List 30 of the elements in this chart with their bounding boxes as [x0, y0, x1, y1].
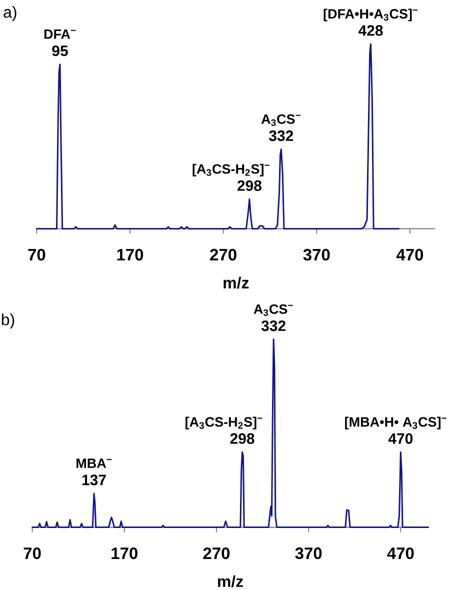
chart-title: b)	[2, 314, 14, 328]
x-tick-label: 370	[303, 248, 330, 261]
annotation: 332	[261, 320, 286, 332]
x-tick-label: 170	[117, 248, 144, 261]
annotation: 137	[82, 474, 106, 486]
chart-title: a)	[4, 6, 16, 21]
annotation: 470	[388, 433, 413, 444]
x-tick-label: 170	[112, 547, 138, 560]
x-axis-title: m/z	[218, 575, 244, 588]
annotation: [A$_{3}$CS-H$_{2}$S]$^{−}$	[192, 164, 270, 176]
annotation: [MBA•H• A$_{3}$CS]$^{−}$	[345, 416, 446, 430]
annotation: 95	[52, 46, 68, 56]
annotation: MBA$^{−}$	[76, 458, 112, 468]
annotation: [DFA•H•A$_{3}$CS]$^{−}$	[324, 8, 418, 22]
annotation: 428	[358, 25, 383, 36]
annotation: 332	[269, 130, 294, 142]
annotation: [A$_{3}$CS-H$_{2}$S]$^{−}$	[186, 416, 262, 430]
annotation: DFA$^{−}$	[44, 30, 76, 39]
x-tick-label: 470	[387, 547, 414, 560]
x-tick-label: 270	[203, 547, 230, 560]
x-tick-label: 70	[24, 547, 41, 560]
annotation: A$_{3}$CS$^{−}$	[261, 114, 300, 126]
annotation: A$_{3}$CS$^{−}$	[254, 304, 293, 316]
x-tick-label: 70	[28, 248, 46, 261]
annotation: 298	[230, 433, 254, 444]
x-tick-label: 270	[210, 248, 236, 261]
x-axis-title: m/z	[224, 276, 249, 289]
x-tick-label: 370	[295, 547, 322, 560]
annotation: 298	[237, 180, 262, 191]
x-tick-label: 470	[396, 248, 424, 261]
